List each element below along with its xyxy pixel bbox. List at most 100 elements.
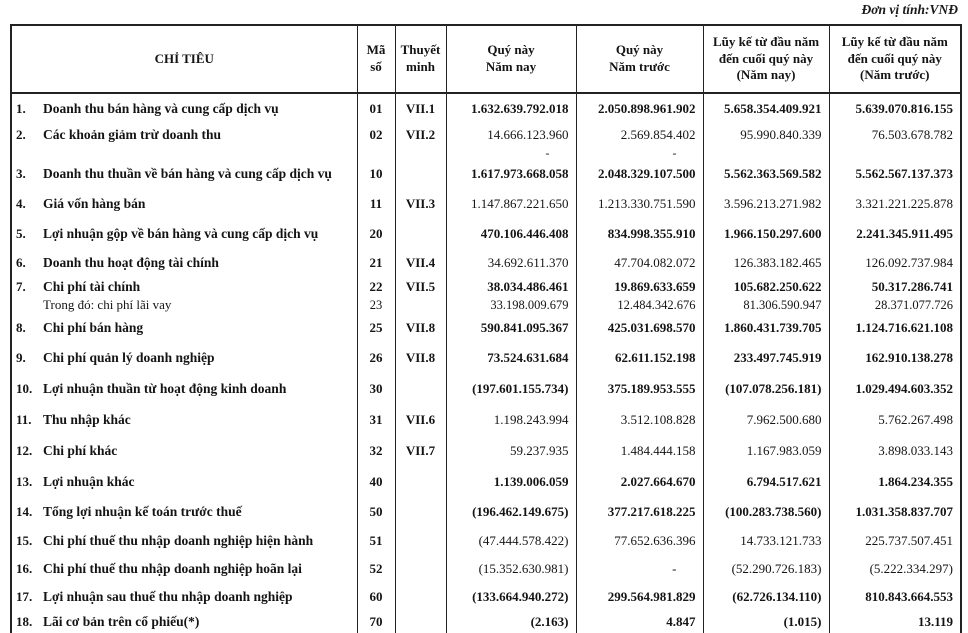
value-quarter-this-year: (47.444.578.422) <box>445 527 576 555</box>
value-quarter-last-year: - <box>575 147 703 159</box>
item-number: 16. <box>16 561 33 576</box>
code-cell: 32 <box>356 435 395 466</box>
value-ytd-this-year <box>702 147 829 159</box>
item-number: 10. <box>16 380 33 396</box>
item-label: Lợi nhuận thuần từ hoạt động kinh doanh <box>43 380 287 396</box>
value-ytd-last-year: 225.737.507.451 <box>828 527 961 555</box>
value-quarter-this-year: (197.601.155.734) <box>445 373 576 404</box>
item-label-cell: 1. Doanh thu bán hàng và cung cấp dịch vụ <box>11 93 357 123</box>
value-ytd-last-year: 5.762.267.498 <box>828 404 961 435</box>
code-cell: 10 <box>356 159 395 189</box>
table-row: 15. Chi phí thuế thu nhập doanh nghiệp hi… <box>11 527 961 555</box>
item-label-cell: 9. Chi phí quản lý doanh nghiệp <box>11 343 357 373</box>
code-cell <box>356 147 395 159</box>
value-ytd-last-year: 5.639.070.816.155 <box>828 93 961 123</box>
value-quarter-last-year: 62.611.152.198 <box>575 343 703 373</box>
table-row: 11. Thu nhập khác 31 VII.6 1.198.243.994 … <box>11 404 961 435</box>
code-cell: 20 <box>356 219 395 248</box>
value-ytd-this-year: 14.733.121.733 <box>702 527 829 555</box>
header-line: Lũy kế từ đầu năm <box>712 33 820 49</box>
header-line: minh <box>406 59 435 74</box>
value-ytd-this-year: 126.383.182.465 <box>702 248 829 277</box>
value-ytd-last-year: 76.503.678.782 <box>828 123 961 147</box>
note-cell <box>394 373 446 404</box>
value-ytd-this-year: 105.682.250.622 <box>702 277 829 297</box>
code-cell: 21 <box>356 248 395 277</box>
value-ytd-last-year: 1.124.716.621.108 <box>828 313 961 343</box>
table-row: 4. Giá vốn hàng bán 11 VII.3 1.147.867.22… <box>11 189 961 219</box>
table-body: 1. Doanh thu bán hàng và cung cấp dịch vụ… <box>11 93 961 633</box>
value-quarter-this-year: 590.841.095.367 <box>445 313 576 343</box>
item-label-cell: 4. Giá vốn hàng bán <box>11 189 357 219</box>
note-cell <box>394 297 446 313</box>
item-number: 4. <box>16 196 26 211</box>
item-label-cell: 17. Lợi nhuận sau thuế thu nhập doanh ngh… <box>11 583 357 610</box>
item-number: 13. <box>16 473 33 489</box>
item-label: Tổng lợi nhuận kế toán trước thuế <box>43 504 242 519</box>
value-ytd-last-year: 1.031.358.837.707 <box>828 497 961 527</box>
value-quarter-last-year: 2.050.898.961.902 <box>575 93 703 123</box>
value-quarter-this-year: 1.632.639.792.018 <box>445 93 576 123</box>
note-cell <box>394 555 446 583</box>
header-luy-ke-nam-truoc: Lũy kế từ đầu năm đến cuối quý này (Năm … <box>828 25 961 94</box>
header-thuyet-minh: Thuyết minh <box>394 25 446 94</box>
value-ytd-this-year: 1.860.431.739.705 <box>702 313 829 343</box>
item-label-cell: 11. Thu nhập khác <box>11 404 357 435</box>
item-label: Lợi nhuận gộp về bán hàng và cung cấp dị… <box>43 225 319 241</box>
value-quarter-this-year: (133.664.940.272) <box>445 583 576 610</box>
item-label: Lợi nhuận khác <box>43 473 135 489</box>
value-quarter-this-year: 38.034.486.461 <box>445 277 576 297</box>
value-ytd-this-year: 233.497.745.919 <box>702 343 829 373</box>
item-label: Chi phí bán hàng <box>43 320 144 335</box>
table-row: 8. Chi phí bán hàng 25 VII.8 590.841.095.… <box>11 313 961 343</box>
item-label-cell: 7. Chi phí tài chính <box>11 277 357 297</box>
code-cell: 51 <box>356 527 395 555</box>
value-ytd-last-year: 162.910.138.278 <box>828 343 961 373</box>
table-row: Trong đó: chi phí lãi vay 23 33.198.009.… <box>11 297 961 313</box>
table-row: 3. Doanh thu thuần về bán hàng và cung cấ… <box>11 159 961 189</box>
value-ytd-last-year: 3.898.033.143 <box>828 435 961 466</box>
table-row: 2. Các khoản giảm trừ doanh thu 02 VII.2 … <box>11 123 961 147</box>
value-quarter-this-year: 1.139.006.059 <box>445 466 576 497</box>
item-label-cell: 14. Tổng lợi nhuận kế toán trước thuế <box>11 497 357 527</box>
code-cell: 50 <box>356 497 395 527</box>
value-ytd-last-year: 2.241.345.911.495 <box>828 219 961 248</box>
value-ytd-this-year: 6.794.517.621 <box>702 466 829 497</box>
value-quarter-last-year: 12.484.342.676 <box>575 297 703 313</box>
item-label: Giá vốn hàng bán <box>43 196 146 211</box>
value-ytd-last-year: (5.222.334.297) <box>828 555 961 583</box>
code-cell: 11 <box>356 189 395 219</box>
table-row: 17. Lợi nhuận sau thuế thu nhập doanh ngh… <box>11 583 961 610</box>
note-cell <box>394 219 446 248</box>
item-label: Doanh thu thuần về bán hàng và cung cấp … <box>43 166 332 181</box>
note-cell: VII.3 <box>394 189 446 219</box>
value-ytd-last-year: 1.864.234.355 <box>828 466 961 497</box>
item-number: 6. <box>16 254 26 270</box>
code-cell: 52 <box>356 555 395 583</box>
value-quarter-last-year: - <box>575 555 703 583</box>
table-header: CHỈ TIÊU Mã số Thuyết minh Quý này Năm n… <box>11 25 961 94</box>
value-ytd-last-year: 28.371.077.726 <box>828 297 961 313</box>
item-label-cell: 6. Doanh thu hoạt động tài chính <box>11 248 357 277</box>
item-label-cell: 16. Chi phí thuế thu nhập doanh nghiệp ho… <box>11 555 357 583</box>
item-number: 1. <box>16 100 26 116</box>
note-cell <box>394 610 446 633</box>
value-quarter-this-year: (196.462.149.675) <box>445 497 576 527</box>
value-quarter-last-year: 1.484.444.158 <box>575 435 703 466</box>
item-number: 14. <box>16 504 33 519</box>
value-ytd-last-year: 13.119 <box>828 610 961 633</box>
note-cell <box>394 583 446 610</box>
value-quarter-this-year: 1.147.867.221.650 <box>445 189 576 219</box>
header-line: Năm nay <box>485 59 537 74</box>
value-quarter-last-year: 2.048.329.107.500 <box>575 159 703 189</box>
header-ma-so: Mã số <box>356 25 395 94</box>
value-ytd-this-year: (1.015) <box>702 610 829 633</box>
value-ytd-this-year: 3.596.213.271.982 <box>702 189 829 219</box>
header-line: Quý này <box>487 42 535 58</box>
item-label-cell: 15. Chi phí thuế thu nhập doanh nghiệp hi… <box>11 527 357 555</box>
value-ytd-last-year: 810.843.664.553 <box>828 583 961 610</box>
header-line: Thuyết <box>400 42 441 58</box>
header-chi-tieu: CHỈ TIÊU <box>11 25 357 94</box>
value-ytd-this-year: 1.966.150.297.600 <box>702 219 829 248</box>
